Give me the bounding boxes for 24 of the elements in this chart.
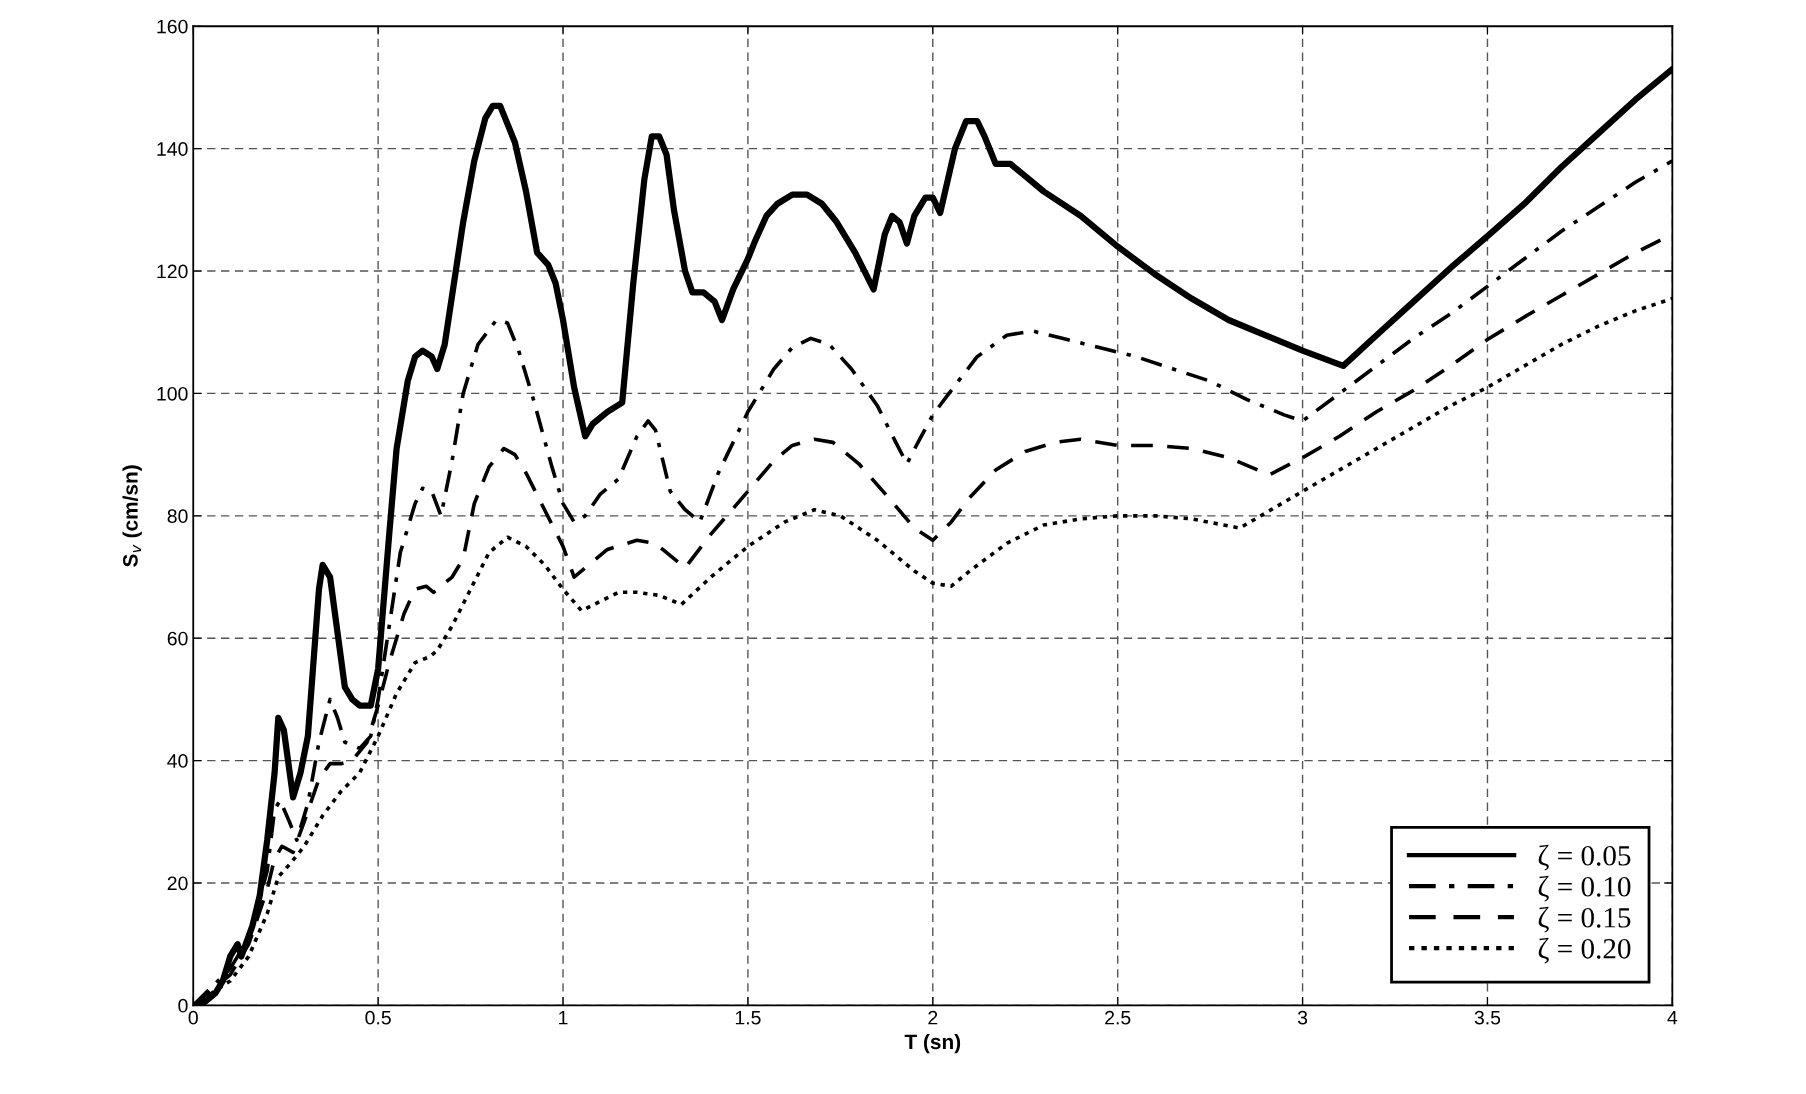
y-tick-label: 0 <box>178 998 188 1013</box>
x-axis-title: T (sn) <box>904 1033 961 1054</box>
y-tick-label: 60 <box>167 631 188 646</box>
y-axis-title: S$_{v}$ (cm/sn) <box>122 465 142 567</box>
y-tick-label: 20 <box>167 876 188 891</box>
x-tick-label: 0 <box>188 1010 198 1025</box>
legend-label: ζ = 0.20 <box>1538 937 1631 964</box>
x-tick-label: 4 <box>1667 1010 1678 1025</box>
x-tick-label: 3.5 <box>1474 1010 1501 1025</box>
legend-label: ζ = 0.15 <box>1538 906 1631 933</box>
y-tick-label: 80 <box>167 509 188 524</box>
y-tick-label: 140 <box>157 142 188 156</box>
x-tick-label: 1.5 <box>735 1010 761 1025</box>
x-tick-label: 1 <box>559 1010 568 1025</box>
y-tick-label: 160 <box>157 19 188 34</box>
x-tick-label: 2 <box>928 1010 938 1025</box>
x-tick-label: 0.5 <box>365 1010 391 1025</box>
y-tick-label: 120 <box>157 264 188 279</box>
legend-label: ζ = 0.05 <box>1538 844 1631 871</box>
y-tick-label: 100 <box>157 386 188 401</box>
y-tick-label: 40 <box>167 754 188 768</box>
x-tick-label: 2.5 <box>1105 1010 1131 1025</box>
x-tick-label: 3 <box>1297 1010 1308 1025</box>
legend-label: ζ = 0.10 <box>1538 875 1631 902</box>
